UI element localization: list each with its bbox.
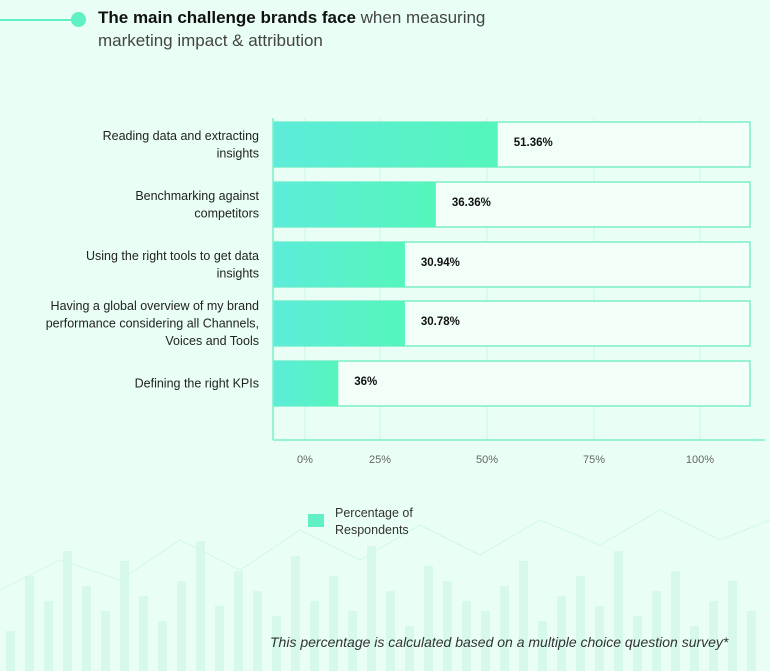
bg-deco-bar: [63, 551, 72, 671]
category-label-4: Defining the right KPIs: [135, 377, 259, 391]
bg-deco-bar: [139, 596, 148, 671]
bg-deco-bar: [462, 601, 471, 671]
x-tick-label-1: 25%: [369, 454, 391, 466]
bg-deco-bar: [557, 596, 566, 671]
bg-deco-bar: [633, 616, 642, 671]
x-tick-label-4: 100%: [686, 454, 714, 466]
bg-deco-bar: [82, 586, 91, 671]
bg-deco-bar: [671, 571, 680, 671]
bg-deco-bar: [367, 546, 376, 671]
legend-label-line2: Respondents: [335, 523, 409, 537]
title-accent-dot: [71, 12, 86, 27]
bg-deco-bar: [595, 606, 604, 671]
bg-deco-bar: [405, 626, 414, 671]
value-label-3: 30.78%: [421, 316, 460, 328]
bar-0: [274, 122, 498, 167]
bg-deco-bar: [215, 606, 224, 671]
bg-deco-bar: [329, 576, 338, 671]
bg-deco-bar: [443, 581, 452, 671]
bg-deco-bar: [196, 541, 205, 671]
bg-deco-bar: [158, 621, 167, 671]
category-label-2: Using the right tools to get data insight…: [86, 249, 259, 281]
bar-3: [274, 301, 405, 346]
value-label-1: 36.36%: [452, 197, 491, 209]
bg-deco-bar: [291, 556, 300, 671]
x-tick-label-0: 0%: [297, 454, 313, 466]
value-label-0: 51.36%: [514, 137, 553, 149]
x-tick-label-2: 50%: [476, 454, 498, 466]
category-label-0: Reading data and extracting insights: [103, 129, 259, 161]
bg-deco-bar: [386, 591, 395, 671]
value-label-2: 30.94%: [421, 257, 460, 269]
legend-label-line1: Percentage of: [335, 506, 413, 520]
footnote: This percentage is calculated based on a…: [270, 634, 729, 650]
bg-deco-bar: [576, 576, 585, 671]
bar-4: [274, 361, 339, 406]
bg-deco-bar: [709, 601, 718, 671]
bg-deco-bar: [348, 611, 357, 671]
bg-deco-line: [0, 509, 770, 591]
page-title: The main challenge brands face when meas…: [98, 6, 538, 52]
bg-deco-bar: [519, 561, 528, 671]
bg-deco-bar: [728, 581, 737, 671]
bg-deco-bar: [101, 611, 110, 671]
category-label-3: Having a global overview of my brand perf…: [46, 299, 259, 348]
legend-label: Percentage of Respondents: [335, 505, 455, 539]
bg-deco-bar: [481, 611, 490, 671]
bar-2: [274, 242, 405, 287]
bar-1: [274, 182, 436, 227]
bg-deco-bar: [614, 551, 623, 671]
bg-deco-bar: [538, 621, 547, 671]
title-rest: when measuring marketing impact & attrib…: [98, 8, 486, 50]
bg-deco-bar: [652, 591, 661, 671]
bg-deco-bar: [253, 591, 262, 671]
bar-track-4: [273, 360, 751, 407]
bg-deco-bar: [234, 571, 243, 671]
legend-swatch: [308, 514, 324, 527]
title-accent-line: [0, 19, 72, 21]
bg-deco-bar: [424, 566, 433, 671]
title-bold: The main challenge brands face: [98, 8, 356, 27]
bg-deco-bar: [6, 631, 15, 671]
value-label-4: 36%: [354, 376, 377, 388]
bg-deco-bar: [120, 561, 129, 671]
category-label-1: Benchmarking against competitors: [135, 189, 259, 221]
x-tick-label-3: 75%: [583, 454, 605, 466]
bg-deco-bar: [44, 601, 53, 671]
bg-deco-bar: [310, 601, 319, 671]
bg-deco-bar: [25, 576, 34, 671]
bg-deco-bar: [177, 581, 186, 671]
bg-deco-bar: [690, 626, 699, 671]
bg-deco-bar: [747, 611, 756, 671]
bg-deco-bar: [272, 616, 281, 671]
bg-deco-bar: [500, 586, 509, 671]
